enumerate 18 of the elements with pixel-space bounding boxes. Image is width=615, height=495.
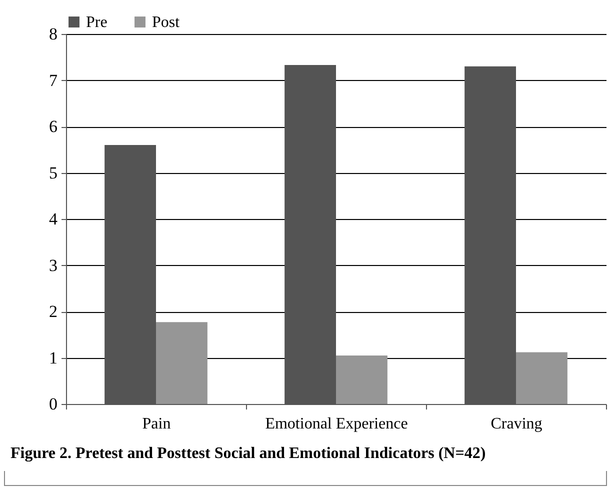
bar: [516, 352, 568, 404]
legend-label: Pre: [86, 14, 108, 31]
y-tick-label: 8: [49, 24, 58, 44]
x-tick-label: Emotional Experience: [265, 416, 408, 432]
y-tick-label: 2: [49, 302, 58, 321]
y-tick-label: 5: [49, 163, 58, 182]
y-tick-label: 7: [49, 70, 58, 90]
x-tick-label: Craving: [490, 416, 542, 432]
bar: [156, 322, 208, 404]
legend-label: Post: [152, 14, 180, 31]
y-tick-label: 3: [49, 256, 58, 275]
x-tick-label: Pain: [142, 416, 171, 432]
y-tick-label: 4: [49, 210, 58, 228]
bar: [336, 355, 388, 404]
y-tick-label: 6: [49, 117, 58, 136]
y-tick-label: 0: [49, 394, 58, 414]
y-tick-label: 1: [49, 348, 58, 368]
text: Figure 2. Pretest and Posttest Social and Emotional Indicators (N=42): [10, 445, 486, 462]
